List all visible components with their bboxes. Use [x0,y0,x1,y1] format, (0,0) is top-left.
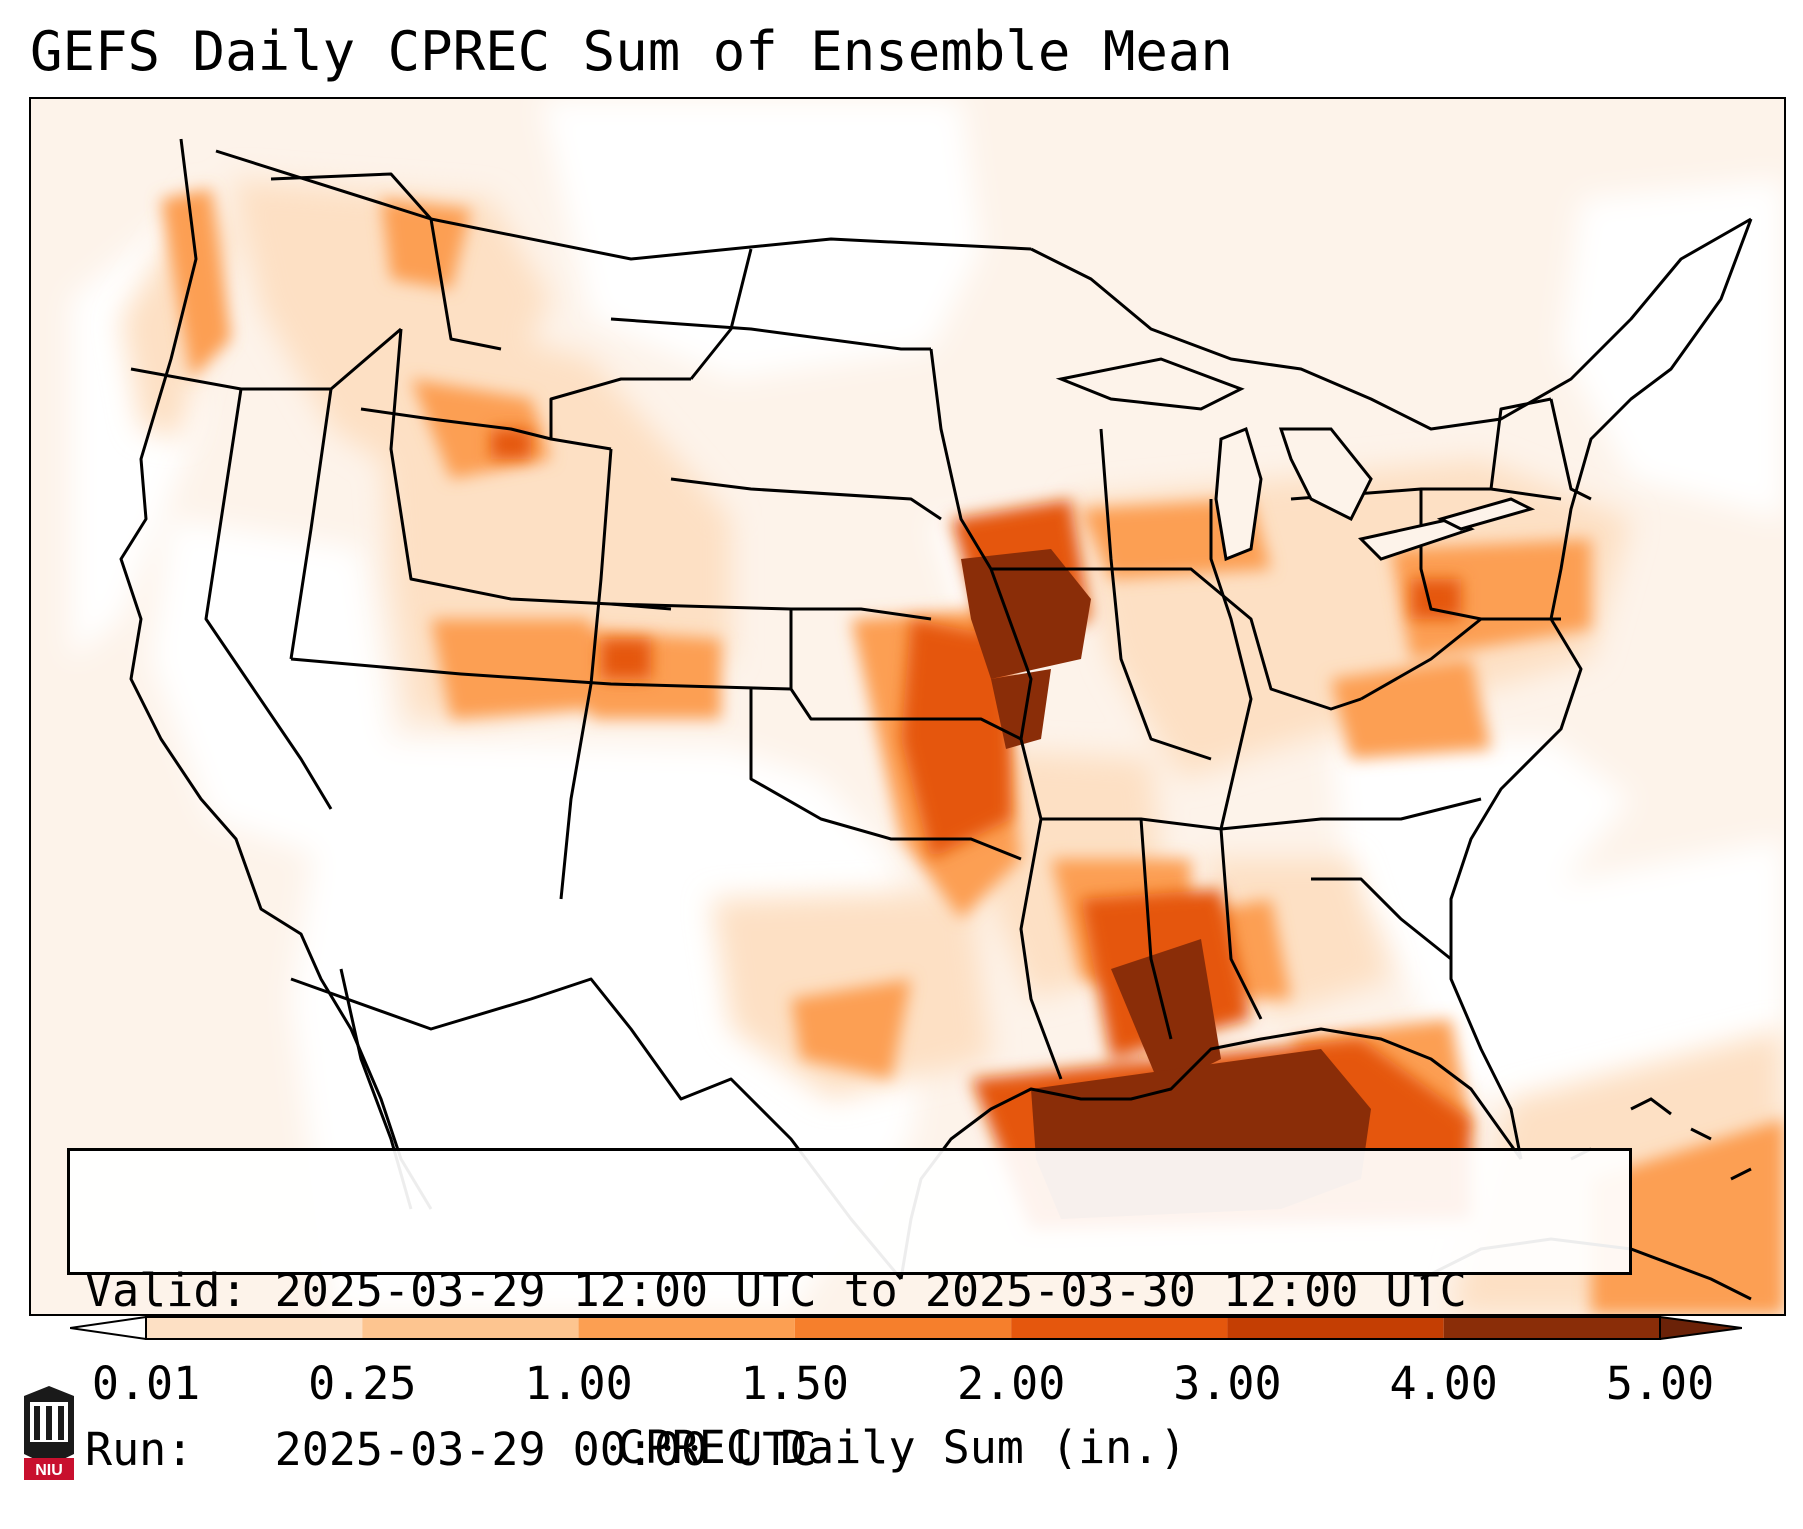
colorbar-tick-label: 1.00 [524,1357,633,1410]
colorbar-max-extend [1659,1316,1742,1340]
colorbar-segment [1227,1317,1444,1339]
colorbar-tick-label: 1.50 [740,1357,850,1410]
colorbar-label: CPREC Daily Sum (in.) [617,1421,1187,1474]
colorbar-segment [146,1317,363,1339]
niu-logo: NIU [24,1386,74,1480]
map-title: GEFS Daily CPREC Sum of Ensemble Mean [30,20,1233,83]
colorbar-segment [794,1317,1012,1339]
colorbar-min-extend [70,1316,147,1340]
colorbar-tick-label: 0.01 [91,1357,201,1410]
run-time-text: Run: 2025-03-29 00:00 UTC [85,1423,817,1476]
colorbar-tick-label: 2.00 [956,1357,1066,1410]
colorbar-tick-label: 4.00 [1389,1357,1498,1410]
precip-field [31,99,1784,1314]
valid-time-text: Valid: 2025-03-29 12:00 UTC to 2025-03-3… [85,1264,1467,1317]
colorbar [70,1316,1742,1340]
colorbar-segment [362,1317,579,1339]
colorbar-tick-label: 3.00 [1173,1357,1282,1410]
valid-run-info-box: Valid: 2025-03-29 12:00 UTC to 2025-03-3… [67,1148,1632,1476]
colorbar-tick-label: 0.25 [308,1357,417,1410]
colorbar-segment [578,1317,795,1339]
colorbar-segment [1011,1317,1228,1339]
svg-text:NIU: NIU [35,1462,63,1479]
colorbar-segment [1443,1317,1660,1339]
precipitation-map [29,97,1786,1316]
great-lakes [1055,357,1536,562]
colorbar-tick-label: 5.00 [1605,1357,1715,1410]
state-borders [119,138,1753,1280]
